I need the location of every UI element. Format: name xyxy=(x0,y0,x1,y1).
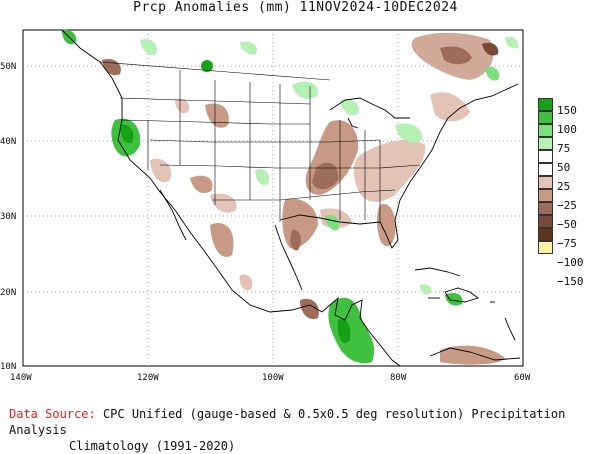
lat-label-30n: 30N xyxy=(0,212,16,222)
legend-swatch-2 xyxy=(538,111,553,124)
data-source-text: CPC Unified (gauge-based & 0.5x0.5 deg r… xyxy=(9,407,566,437)
dry-anomaly-areas xyxy=(102,32,505,365)
legend-label-25: 25 xyxy=(557,180,571,193)
lat-label-40n: 40N xyxy=(0,137,16,147)
legend-swatch-3 xyxy=(538,124,553,137)
legend-label-100: 100 xyxy=(557,123,577,136)
legend-swatch-9 xyxy=(538,202,553,215)
legend-swatch-6 xyxy=(538,163,553,176)
legend-label-minus-50: −50 xyxy=(557,218,577,231)
lon-label-80w: 80W xyxy=(390,373,407,383)
climatology-text: Climatology (1991-2020) xyxy=(69,439,236,453)
lon-label-100w: 100W xyxy=(262,373,284,383)
footer-source-line: Data Source: CPC Unified (gauge-based & … xyxy=(9,406,591,438)
lat-label-20n: 20N xyxy=(0,288,16,298)
legend-swatch-8 xyxy=(538,189,553,202)
legend-swatch-4 xyxy=(538,137,553,150)
lat-axis: 50N 40N 30N 20N 10N xyxy=(0,62,16,372)
legend-label-50: 50 xyxy=(557,161,571,174)
legend-swatch-7 xyxy=(538,176,553,189)
legend-label-minus-100: −100 xyxy=(557,256,584,269)
lon-label-120w: 120W xyxy=(137,373,159,383)
lat-label-50n: 50N xyxy=(0,62,16,72)
map-title: Prcp Anomalies (mm) 11NOV2024-10DEC2024 xyxy=(133,0,458,15)
legend-swatch-10 xyxy=(538,215,553,228)
wet-anomaly-areas xyxy=(62,29,519,364)
legend-label-minus-25: −25 xyxy=(557,199,577,212)
legend-swatch-11 xyxy=(538,228,553,241)
legend-label-75: 75 xyxy=(557,142,571,155)
legend-label-minus-75: −75 xyxy=(557,237,577,250)
legend-swatch-12 xyxy=(538,241,553,254)
lon-axis: 140W 120W 100W 80W 60W xyxy=(10,373,531,383)
lon-label-60w: 60W xyxy=(514,373,531,383)
footer: Data Source: CPC Unified (gauge-based & … xyxy=(9,406,591,454)
anomaly-map: 50N 40N 30N 20N 10N 140W 120W 100W 80W 6… xyxy=(0,29,531,383)
legend-swatch-5 xyxy=(538,150,553,163)
state-borders xyxy=(99,61,421,222)
data-source-label: Data Source: xyxy=(9,407,96,421)
legend-label-150: 150 xyxy=(557,104,577,117)
lon-label-140w: 140W xyxy=(10,373,32,383)
legend-label-minus-150: −150 xyxy=(557,275,584,288)
legend-swatch-1 xyxy=(538,98,553,111)
lat-label-10n: 10N xyxy=(0,362,16,372)
